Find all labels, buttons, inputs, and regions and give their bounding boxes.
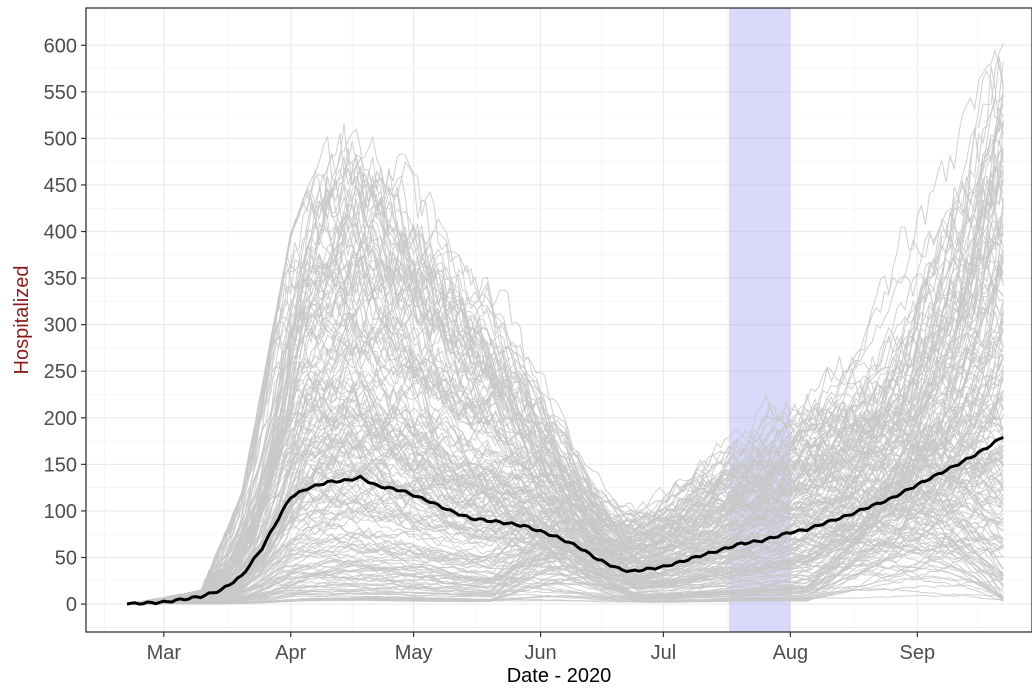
y-tick-label: 600 [44, 35, 77, 57]
simulation-line [127, 427, 1004, 605]
simulation-line [127, 391, 1004, 605]
simulation-line [127, 376, 1004, 605]
simulation-line [127, 256, 1004, 605]
y-tick-label: 150 [44, 454, 77, 476]
simulation-line [127, 346, 1004, 605]
y-tick-label: 550 [44, 82, 77, 104]
simulation-line [126, 310, 1004, 605]
simulation-line [127, 418, 1004, 605]
simulation-line [126, 166, 1004, 605]
simulation-line [127, 172, 1004, 605]
simulation-line [127, 487, 1004, 605]
simulation-line [126, 436, 1004, 605]
simulation-line [126, 489, 1004, 605]
x-axis: Mar Apr May Jun Jul Aug Sep [147, 632, 936, 664]
simulation-line [127, 223, 1004, 605]
x-tick-label: Jun [524, 642, 556, 664]
simulation-line [127, 396, 1004, 605]
y-axis: 0 50 100 150 200 250 300 350 400 450 500 550 600 [44, 35, 86, 616]
x-tick-label: Jul [651, 642, 677, 664]
plot-panel-border [85, 7, 1032, 633]
simulation-line [126, 348, 1004, 605]
simulation-line [126, 120, 1004, 605]
y-tick-label: 200 [44, 408, 77, 430]
simulation-line [127, 213, 1004, 605]
simulation-line [126, 535, 1004, 605]
y-tick-label: 300 [44, 315, 77, 337]
x-tick-label: May [395, 642, 433, 664]
simulation-line [127, 219, 1004, 605]
simulation-line [126, 251, 1004, 605]
y-tick-label: 100 [44, 501, 77, 523]
simulation-line [127, 219, 1004, 605]
x-tick-label: Apr [275, 642, 306, 664]
y-tick-label: 50 [55, 547, 77, 569]
x-tick-label: Mar [147, 642, 182, 664]
simulation-line [126, 533, 1004, 605]
y-axis-title: Hospitalized [11, 266, 33, 375]
x-tick-label: Sep [900, 642, 936, 664]
simulation-line [126, 217, 1004, 605]
simulation-lines [126, 43, 1004, 605]
simulation-line [126, 586, 1004, 605]
simulation-line [126, 61, 1004, 605]
y-tick-label: 350 [44, 268, 77, 290]
y-tick-label: 450 [44, 175, 77, 197]
simulation-line [127, 240, 1004, 605]
simulation-line [126, 356, 1004, 605]
simulation-line [127, 123, 1004, 605]
mean-line [126, 436, 1004, 606]
simulation-line [127, 430, 1004, 605]
mean-line-layer [126, 436, 1004, 606]
simulation-line [127, 262, 1004, 605]
simulation-line [127, 135, 1004, 605]
x-axis-title: Date - 2020 [507, 665, 612, 687]
simulation-line [126, 493, 1004, 605]
simulation-line [127, 198, 1004, 605]
x-tick-label: Aug [773, 642, 809, 664]
simulation-line [127, 260, 1004, 605]
simulation-line [127, 166, 1004, 605]
y-tick-label: 250 [44, 361, 77, 383]
y-tick-label: 0 [66, 594, 77, 616]
y-tick-label: 400 [44, 222, 77, 244]
y-tick-label: 500 [44, 128, 77, 150]
